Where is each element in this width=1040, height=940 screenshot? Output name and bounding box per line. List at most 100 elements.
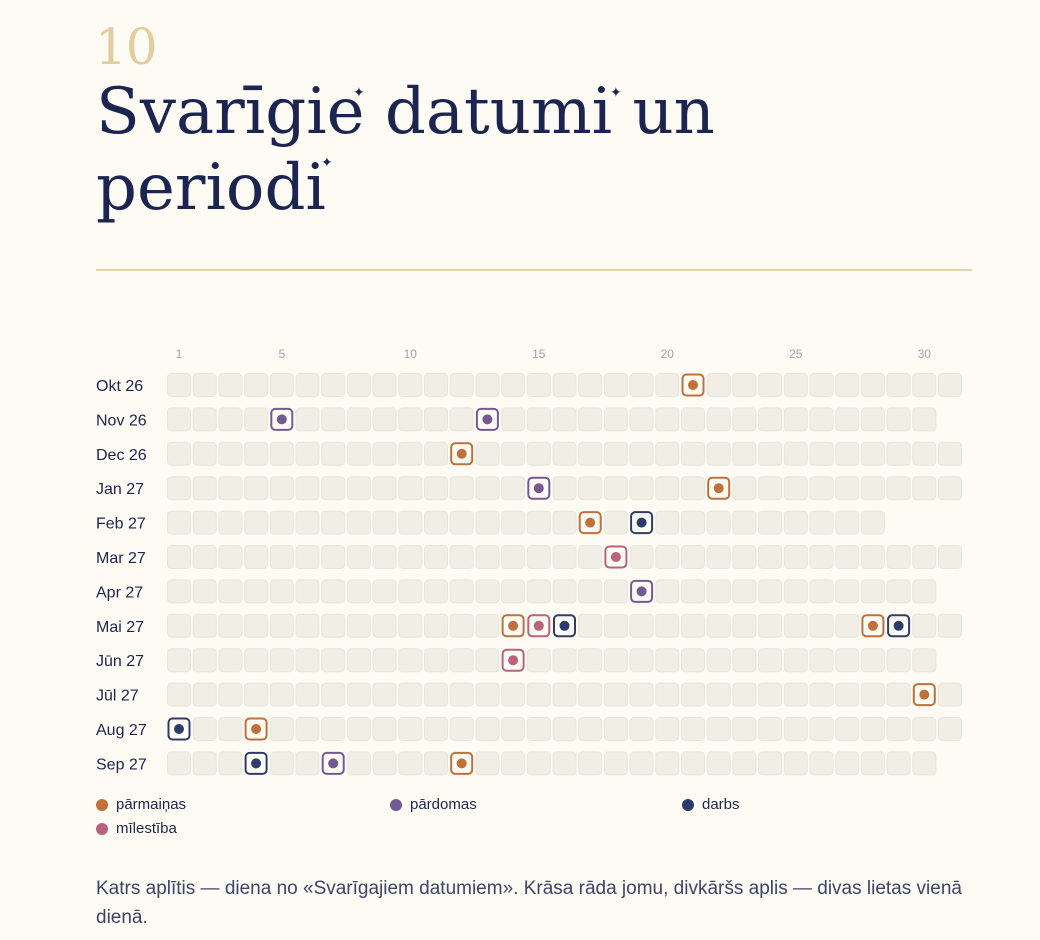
- day-cell: [732, 510, 757, 535]
- day-cell: [295, 407, 320, 432]
- day-cell: [655, 613, 680, 638]
- divider: [96, 269, 972, 271]
- event-dot: [636, 517, 647, 528]
- day-cell: [912, 373, 937, 397]
- day-cell: [603, 613, 628, 638]
- day-cell: [398, 579, 423, 604]
- day-cell: [346, 648, 371, 673]
- day-cell: [681, 441, 705, 466]
- day-cell: [552, 476, 577, 501]
- day-cell: [501, 579, 526, 604]
- day-cell: [552, 373, 577, 397]
- day-cell: [835, 717, 860, 741]
- day-cell: [475, 682, 500, 707]
- day-cell: [758, 751, 783, 776]
- day-cell: [295, 373, 320, 397]
- day-cell: [835, 510, 860, 535]
- day-cell: [809, 407, 834, 432]
- day-cell: [860, 717, 885, 741]
- day-cell: [552, 717, 577, 741]
- month-row: Dec 26: [96, 441, 962, 466]
- day-cell: [526, 648, 551, 673]
- event-dot: [636, 586, 647, 597]
- day-cell: [244, 545, 269, 569]
- day-cell: [938, 476, 962, 501]
- event-dot: [559, 620, 570, 631]
- day-cell: [372, 441, 397, 466]
- day-cell: [295, 613, 320, 638]
- day-cell: [526, 751, 551, 776]
- day-cell: [860, 441, 885, 466]
- day-cell: [938, 545, 962, 569]
- day-cell: [346, 613, 371, 638]
- day-cell: [218, 579, 243, 604]
- day-cell: [732, 682, 757, 707]
- day-cell: [732, 613, 757, 638]
- day-cell: [860, 579, 885, 604]
- day-cell: [578, 373, 603, 397]
- day-cell: [706, 717, 731, 741]
- day-cell: [295, 717, 320, 741]
- day-cell: [912, 579, 937, 604]
- day-cell: [526, 545, 551, 569]
- legend-label: pārdomas: [410, 796, 477, 813]
- day-cell: [424, 545, 448, 569]
- day-cell: [424, 510, 448, 535]
- day-cell: [809, 476, 834, 501]
- event-dot: [688, 380, 698, 390]
- day-cell: [783, 648, 808, 673]
- month-row: Nov 26: [96, 407, 937, 432]
- day-cell: [783, 751, 808, 776]
- day-cell: [372, 579, 397, 604]
- day-cell: [321, 476, 346, 501]
- day-cell: [218, 545, 243, 569]
- event-dot: [456, 448, 467, 459]
- month-label: Apr 27: [96, 584, 143, 601]
- month-row: Sep 27: [96, 751, 937, 776]
- legend-dot: [96, 822, 108, 835]
- day-cell: [321, 579, 346, 604]
- day-cell: [629, 373, 654, 397]
- month-row: Okt 26: [96, 373, 962, 397]
- day-cell: [449, 407, 474, 432]
- day-cell: [732, 579, 757, 604]
- day-cell: [218, 613, 243, 638]
- day-cell: [244, 407, 269, 432]
- day-cell: [192, 373, 217, 397]
- day-cell: [912, 648, 937, 673]
- day-cell: [449, 476, 474, 501]
- day-cell: [886, 441, 911, 466]
- day-cell: [912, 613, 937, 638]
- day-cell: [475, 373, 500, 397]
- day-cell: [681, 545, 705, 569]
- day-cell: [167, 751, 191, 776]
- day-cell: [655, 373, 680, 397]
- day-cell: [655, 476, 680, 501]
- day-cell: [655, 579, 680, 604]
- day-cell: [398, 373, 423, 397]
- chart-note: Katrs aplītis — diena no «Svarīgajiem da…: [96, 878, 962, 928]
- day-cell: [655, 682, 680, 707]
- day-cell: [218, 441, 243, 466]
- day-cell: [346, 682, 371, 707]
- day-cell: [449, 545, 474, 569]
- day-cell: [295, 476, 320, 501]
- day-cell: [192, 751, 217, 776]
- day-cell: [346, 373, 371, 397]
- day-cell: [835, 613, 860, 638]
- day-cell: [475, 579, 500, 604]
- day-cell: [603, 510, 628, 535]
- day-cell: [218, 648, 243, 673]
- month-row: Aug 27: [96, 717, 962, 741]
- day-cell: [783, 373, 808, 397]
- day-cell: [424, 407, 448, 432]
- page-title: Svarīgie datumi un periodi: [96, 74, 896, 226]
- x-tick-label: 20: [661, 347, 675, 361]
- day-cell: [706, 579, 731, 604]
- day-cell: [758, 510, 783, 535]
- day-cell: [629, 441, 654, 466]
- day-cell: [218, 682, 243, 707]
- day-cell: [758, 407, 783, 432]
- legend-label: darbs: [702, 796, 740, 813]
- day-cell: [860, 510, 885, 535]
